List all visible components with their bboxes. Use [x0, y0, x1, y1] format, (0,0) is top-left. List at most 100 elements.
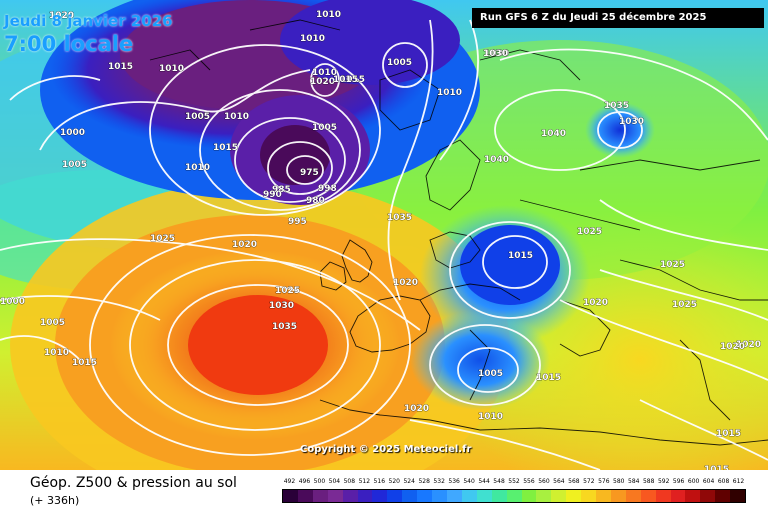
color-scale-label: 540: [463, 478, 475, 485]
isobar-label: 995: [288, 217, 307, 227]
isobar-label: 1040: [484, 155, 509, 165]
isobar-label: 1015: [340, 75, 365, 85]
color-scale-label: 520: [388, 478, 400, 485]
color-scale-label: 504: [328, 478, 341, 485]
color-scale-label: 572: [583, 478, 595, 485]
color-scale-cell: [715, 490, 731, 502]
color-scale-label: 592: [657, 478, 670, 485]
isobar-label: 1005: [185, 112, 210, 122]
color-scale-cell: [581, 490, 597, 502]
color-scale-cell: [387, 490, 403, 502]
color-scale-label: 508: [343, 478, 356, 485]
isobar-label: 1020: [310, 77, 335, 87]
isobar-label: 1030: [484, 49, 509, 59]
isobar-label: 1010: [478, 412, 503, 422]
isobar-label: 1015: [508, 251, 533, 261]
isobar-label: 1005: [62, 160, 87, 170]
isobar-label: 1010: [159, 64, 184, 74]
color-scale-label: 492: [283, 478, 296, 485]
isobar-label: 1010: [312, 68, 337, 78]
valid-date-label: Jeudi 8 janvier 2026: [4, 12, 173, 30]
isobar-label: 1010: [44, 348, 69, 358]
color-scale-label: 560: [538, 478, 550, 485]
color-scale-label: 516: [373, 478, 386, 485]
isobar-label: 1020: [393, 278, 418, 288]
isobar-label: 1025: [275, 286, 300, 296]
isobar-label: 1020: [49, 11, 74, 21]
isobar-label: 1000: [60, 128, 85, 138]
isobar-label: 1015: [108, 62, 133, 72]
color-scale-label: 500: [313, 478, 326, 485]
color-scale-cell: [432, 490, 447, 502]
color-scale-cell: [402, 490, 418, 502]
color-scale-cell: [551, 490, 567, 502]
color-scale-cell: [685, 490, 701, 502]
color-scale-cell: [476, 490, 492, 502]
color-scale-cell: [372, 490, 388, 502]
isobar-label: 1025: [672, 300, 697, 310]
color-scale-cell: [655, 490, 671, 502]
isobar-label: 1005: [478, 369, 503, 379]
color-scale-cell: [491, 490, 507, 502]
color-scale-cell: [357, 490, 373, 502]
color-scale-cell: [297, 490, 313, 502]
color-scale-cell: [670, 490, 686, 502]
color-scale-cell: [625, 490, 641, 502]
isobar-label: 1010: [224, 112, 249, 122]
run-info-text: Run GFS 6 Z du Jeudi 25 décembre 2025: [480, 12, 707, 23]
isobar-label: 1010: [300, 34, 325, 44]
run-info-box: Run GFS 6 Z du Jeudi 25 décembre 2025: [472, 8, 764, 28]
isobar-label: 1015: [536, 373, 561, 383]
isobar-label: 1000: [0, 297, 25, 307]
isobar-label: 1010: [185, 163, 210, 173]
isobar-label: 1040: [541, 129, 566, 139]
color-scale-label: 524: [403, 478, 415, 485]
color-scale-cell: [327, 490, 343, 502]
isobar-label: 1030: [619, 117, 644, 127]
color-scale-cell: [283, 490, 298, 502]
color-scale-cell: [506, 490, 522, 502]
color-scale-cell: [446, 490, 462, 502]
isobar-label: 990: [263, 190, 282, 200]
color-scale-label: 576: [598, 478, 610, 485]
color-scale-cell: [521, 490, 537, 502]
isobar-label: 1005: [185, 112, 210, 122]
color-scale-cell: [417, 490, 433, 502]
color-scale-label: 536: [448, 478, 460, 485]
isobar-label: 1005: [387, 58, 412, 68]
isobar-label: 1030: [269, 301, 294, 311]
color-scale-label: 548: [493, 478, 505, 485]
color-scale-cell: [536, 490, 552, 502]
color-scale-label: 568: [568, 478, 580, 485]
isobar-label: 1020: [736, 340, 761, 350]
isobar-label: 1020: [404, 404, 429, 414]
isobar-label: 1035: [604, 101, 629, 111]
isobar-label: 1015: [213, 143, 238, 153]
map-title: Géop. Z500 & pression au sol: [30, 475, 237, 491]
color-scale-label: 552: [508, 478, 520, 485]
color-scale-label: 604: [702, 478, 715, 485]
color-scale: 492 496 500 504 508 512 516 520 524 528 532 536 540 5…: [282, 478, 746, 506]
isobar-label: 1015: [716, 429, 741, 439]
color-scale-label: 580: [613, 478, 625, 485]
copyright-text: Copyright © 2025 Meteociel.fr: [300, 444, 472, 455]
isobar-label: 998: [318, 184, 337, 194]
color-scale-label: 512: [358, 478, 371, 485]
color-scale-label: 556: [523, 478, 535, 485]
isobar-label: 1035: [272, 322, 297, 332]
isobar-label: 1010: [316, 10, 341, 20]
isobars: [0, 19, 768, 470]
color-scale-label: 588: [642, 478, 655, 485]
color-scale-cell: [342, 490, 358, 502]
isobar-label: 1020: [583, 298, 608, 308]
color-scale-cells: [282, 489, 746, 503]
isobar-label: 1025: [660, 260, 685, 270]
isobar-label: 1035: [387, 213, 412, 223]
color-scale-cell: [610, 490, 626, 502]
isobar-label: 975: [300, 168, 319, 178]
isobar-label: 1005: [312, 123, 337, 133]
color-scale-label: 596: [672, 478, 685, 485]
color-scale-label: 600: [687, 478, 700, 485]
color-scale-label: 544: [478, 478, 490, 485]
